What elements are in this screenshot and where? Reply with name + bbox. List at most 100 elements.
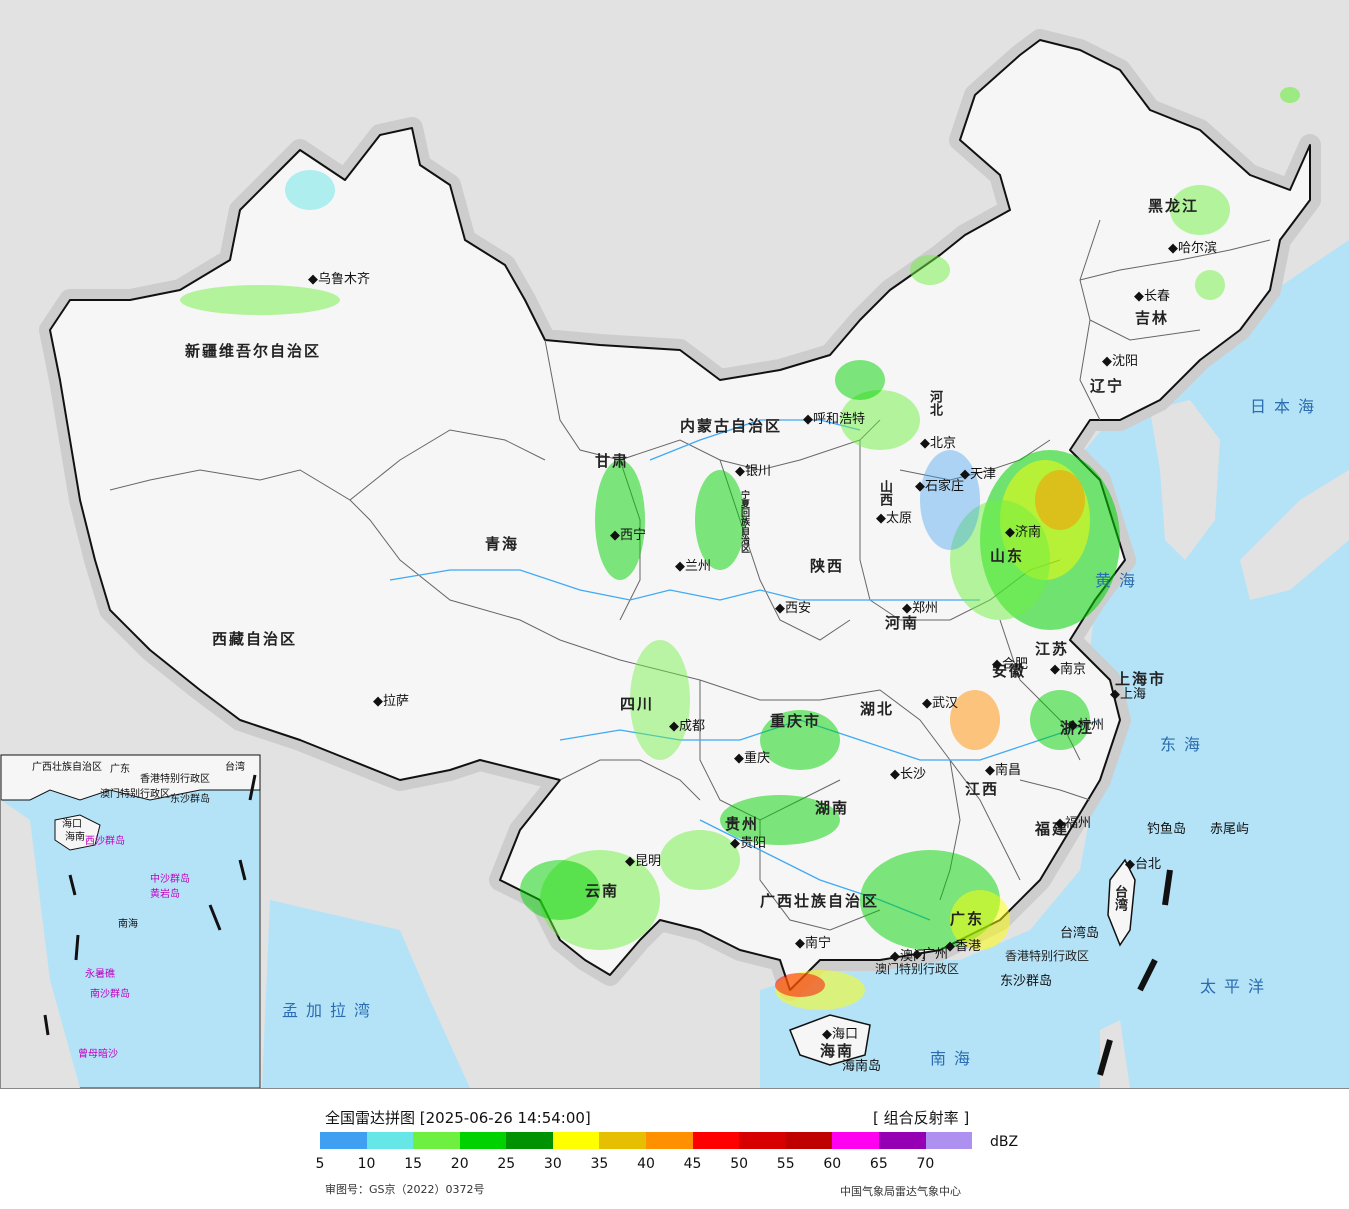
province-label: 湖北 <box>860 700 895 718</box>
inset-label: 广西壮族自治区 <box>32 762 102 773</box>
province-label: 宁夏回族自治区 <box>739 490 749 553</box>
city-label: ◆南宁 <box>795 936 831 951</box>
legend-panel: 全国雷达拼图 [2025-06-26 14:54:00] [ 组合反射率 ] 5… <box>0 1088 1349 1209</box>
city-label: ◆杭州 <box>1068 718 1104 733</box>
province-label: 山西 <box>877 480 892 506</box>
color-scale-tick: 30 <box>543 1156 562 1172</box>
radar-echo <box>595 460 645 580</box>
city-label: ◆长春 <box>1134 289 1170 304</box>
city-label: ◆哈尔滨 <box>1168 241 1217 256</box>
island-label: 钓鱼岛 <box>1147 822 1187 837</box>
province-label: 香港特别行政区 <box>1005 949 1090 963</box>
color-scale-swatch <box>925 1132 973 1149</box>
province-label: 山东 <box>990 547 1025 565</box>
province-label: 重庆市 <box>770 712 822 730</box>
city-label: ◆西宁 <box>610 528 646 543</box>
city-label: ◆沈阳 <box>1102 354 1138 369</box>
korea-land <box>1150 400 1220 560</box>
radar-echo <box>180 285 340 315</box>
province-label: 河南 <box>885 614 920 632</box>
philippines-land <box>1100 1020 1130 1088</box>
province-label: 湖南 <box>815 799 850 817</box>
radar-echo <box>760 710 840 770</box>
inset-label: 香港特别行政区 <box>140 774 210 785</box>
province-label: 黑龙江 <box>1148 197 1200 215</box>
radar-echo <box>950 890 1010 950</box>
unit-label: dBZ <box>990 1134 1019 1150</box>
color-scale-swatch <box>646 1132 693 1149</box>
city-label: ◆石家庄 <box>915 479 964 494</box>
city-label: ◆昆明 <box>625 854 661 869</box>
province-label: 陕西 <box>810 557 845 575</box>
radar-echo <box>910 255 950 285</box>
city-label: ◆南京 <box>1050 662 1086 677</box>
hainan-island <box>789 1014 871 1066</box>
color-scale-tick: 20 <box>450 1156 469 1172</box>
color-scale-tick: 35 <box>590 1156 609 1172</box>
nine-dash-line <box>1097 869 1173 1076</box>
sea-label: 东海 <box>1160 735 1209 754</box>
city-label: ◆上海 <box>1110 687 1146 702</box>
radar-echo <box>1035 470 1085 530</box>
color-scale-tick: 25 <box>497 1156 516 1172</box>
province-label: 广西壮族自治区 <box>760 892 880 910</box>
inset-label: 海口 <box>62 819 82 830</box>
province-label: 福建 <box>1035 820 1070 838</box>
province-label: 新疆维吾尔自治区 <box>185 342 322 360</box>
province-label: 辽宁 <box>1090 377 1125 395</box>
city-label: ◆济南 <box>1005 525 1041 540</box>
radar-echo <box>1030 690 1090 750</box>
color-scale-bar <box>320 1132 973 1149</box>
china-landmass <box>39 29 1321 1066</box>
color-scale-swatch <box>692 1132 740 1149</box>
inset-label: 海南 <box>65 832 85 843</box>
city-label: ◆合肥 <box>992 657 1028 672</box>
province-label: 澳门特别行政区 <box>875 962 960 976</box>
city-label: ◆广州 <box>912 947 948 962</box>
color-scale-swatch <box>506 1132 553 1149</box>
sea-label: 孟加拉湾 <box>282 1001 379 1020</box>
inset-label: 南沙群岛 <box>90 989 130 1000</box>
city-label: ◆武汉 <box>922 696 958 711</box>
inset-label: 中沙群岛 <box>150 874 190 885</box>
radar-echo <box>920 450 980 550</box>
city-label: ◆北京 <box>920 436 956 451</box>
province-label: 西藏自治区 <box>212 630 298 648</box>
color-scale-tick: 10 <box>357 1156 376 1172</box>
city-label: ◆成都 <box>669 719 705 734</box>
color-scale-swatch <box>785 1132 833 1149</box>
color-scale-swatch <box>739 1132 786 1149</box>
province-label: 安徽 <box>992 662 1027 680</box>
city-label: ◆拉萨 <box>373 694 409 709</box>
radar-echo <box>285 170 335 210</box>
city-label: ◆重庆 <box>734 751 770 766</box>
province-borders <box>109 219 1271 931</box>
radar-echo <box>630 640 690 760</box>
color-scale-swatch <box>320 1132 367 1149</box>
color-scale-tick: 40 <box>637 1156 655 1172</box>
province-label: 云南 <box>585 882 620 900</box>
color-scale-tick: 45 <box>683 1156 702 1172</box>
japan-land <box>1240 470 1349 600</box>
city-label: ◆西安 <box>775 601 811 616</box>
radar-echo <box>950 690 1000 750</box>
product-name: [ 组合反射率 ] <box>873 1109 970 1127</box>
city-label: ◆兰州 <box>675 559 711 574</box>
map-approval-number: 审图号：GS京（2022）0372号 <box>325 1183 485 1196</box>
radar-echo <box>835 360 885 400</box>
inset-label: 东沙群岛 <box>170 794 210 805</box>
province-label: 内蒙古自治区 <box>680 417 783 435</box>
sea-label: 南海 <box>930 1049 979 1068</box>
province-label: 贵州 <box>725 815 760 833</box>
radar-echo <box>950 500 1050 620</box>
city-label: ◆福州 <box>1055 816 1091 831</box>
province-label: 上海市 <box>1115 670 1167 688</box>
radar-echo <box>720 795 840 845</box>
city-label: ◆贵阳 <box>730 836 766 851</box>
color-scale-tick: 70 <box>916 1156 935 1172</box>
city-label: ◆长沙 <box>890 767 926 782</box>
color-scale-swatch <box>459 1132 507 1149</box>
province-label: 台湾 <box>1112 885 1127 911</box>
city-label: ◆郑州 <box>902 601 938 616</box>
island-label: 东沙群岛 <box>1000 974 1053 989</box>
